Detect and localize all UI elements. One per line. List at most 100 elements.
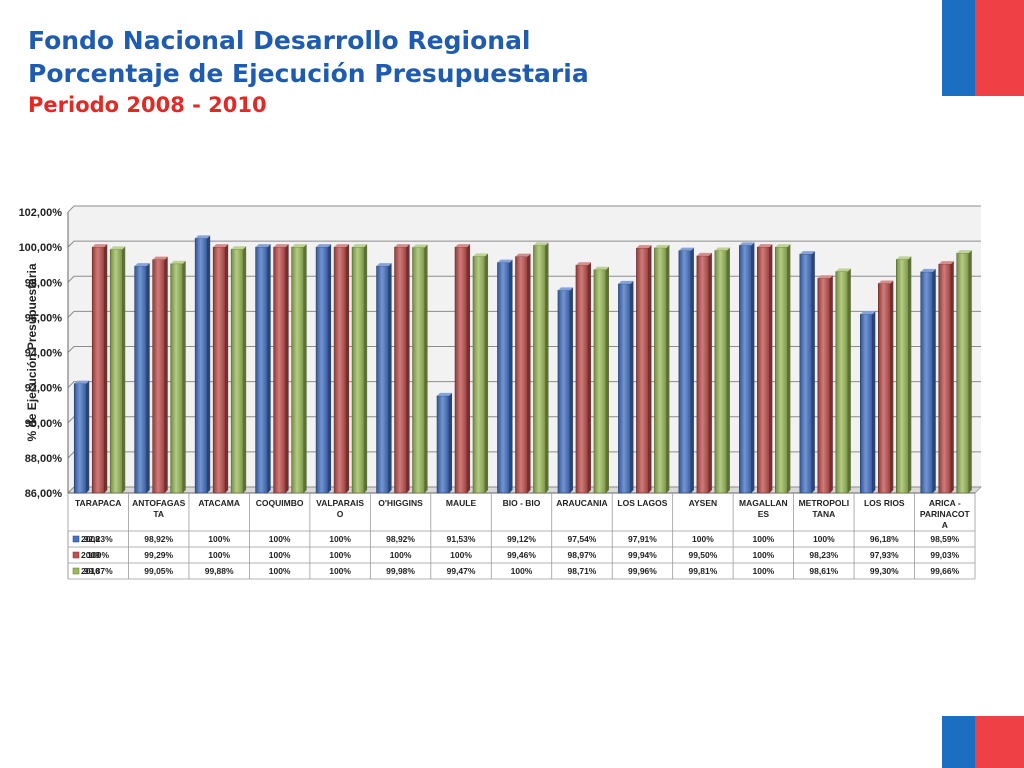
data-table-value: 91,53% [447,534,476,544]
slide-title: Fondo Nacional Desarrollo Regional [28,26,531,55]
data-table-value: 100% [269,566,291,576]
x-tick-label: COQUIMBO [256,498,304,508]
bar-side [811,251,815,493]
bar-side [751,242,755,493]
bar [472,253,489,494]
bar [757,244,773,494]
y-tick-label: 90,00% [25,418,63,430]
y-tick-label: 88,00% [25,453,63,465]
bar-side [890,280,894,493]
bar [557,287,573,494]
bar-top [134,263,150,267]
bar [895,256,912,494]
bar-front [109,249,123,494]
bar-front [212,246,226,494]
bar-top [231,246,247,250]
bar-front [575,264,589,494]
bar-side [346,244,350,493]
bar [454,244,471,494]
bar-front [654,247,667,494]
bar [91,244,108,494]
data-table-value: 99,46% [507,550,536,560]
y-tick-label: 98,00% [25,277,63,289]
data-table-value: 99,66% [930,566,959,576]
slide-subtitle: Porcentaje de Ejecución Presupuestaria [28,59,589,88]
bar-top [696,252,712,256]
bar [739,242,755,494]
bar [73,380,90,494]
bar-top [213,244,229,248]
bar-side [648,245,652,493]
slide-period: Periodo 2008 - 2010 [28,93,267,117]
x-tick-label: BIO - BIO [503,498,541,508]
bar-side [164,256,168,493]
bar-side [726,247,730,493]
bar-front [472,256,486,494]
bar [696,252,712,494]
bar [273,244,289,494]
flag-decoration-top [942,0,1024,96]
bar-side [587,262,591,493]
bar [194,235,211,494]
gridline [67,240,981,248]
bar-front [436,395,450,494]
x-tick-label: ANTOFAGAS [132,498,186,508]
bar-front [817,277,831,494]
data-table-value: 100% [329,566,351,576]
legend-label: 2010 [81,566,100,576]
bar-top [352,244,368,248]
bar [654,244,670,494]
bar-side [769,244,773,493]
bar [497,259,513,494]
x-tick-label: ARICA - [929,498,961,508]
bar-side [569,287,573,493]
y-tick-label: 96,00% [25,312,63,324]
y-tick-label: 94,00% [25,348,63,360]
data-table-value: 99,98% [386,566,415,576]
bar-front [170,263,183,494]
bar-top [316,244,332,248]
data-table-value: 100% [87,550,109,560]
bar-front [618,283,631,494]
x-tick-label: TANA [812,509,835,519]
bar-side [872,311,876,493]
bar-front [938,263,952,494]
data-table-value: 99,47% [447,566,476,576]
bar-front [877,283,891,494]
bar-front [714,250,728,494]
bar-front [678,250,692,494]
data-table-value: 97,54% [568,534,597,544]
bar-side [708,252,712,493]
bar-side [364,244,368,493]
bar-top [757,244,773,248]
data-table-value: 99,50% [688,550,717,560]
data-table-value: 100% [752,550,774,560]
bar [859,311,876,494]
bar-top [714,247,730,251]
chart-frame: 86,00% 88,00% 90,00% 92,00% 94,00% 96,00% 98,0… [18,198,982,590]
bar-top [394,244,410,248]
data-table-value: 99,03% [930,550,959,560]
bar [212,244,229,494]
bar-top [938,261,954,265]
bar-front [412,247,425,494]
bar-front [134,265,147,494]
bar-front [376,265,389,494]
bar [109,246,126,494]
bar-front [835,271,849,494]
bar [636,245,652,494]
bar-front [557,290,571,494]
data-table-value: 100% [329,534,351,544]
data-table-value: 99,94% [628,550,657,560]
x-tick-label: ARAUCANIA [556,498,607,508]
bar [230,246,247,494]
bar-top [618,280,634,284]
data-table-value: 99,30% [870,566,899,576]
bar-side [225,244,229,493]
bar [956,250,972,494]
bar-front [636,247,649,494]
x-tick-label: METROPOLI [799,498,850,508]
bar-front [956,252,970,494]
bar-front [497,262,510,494]
data-table-value: 100% [692,534,714,544]
